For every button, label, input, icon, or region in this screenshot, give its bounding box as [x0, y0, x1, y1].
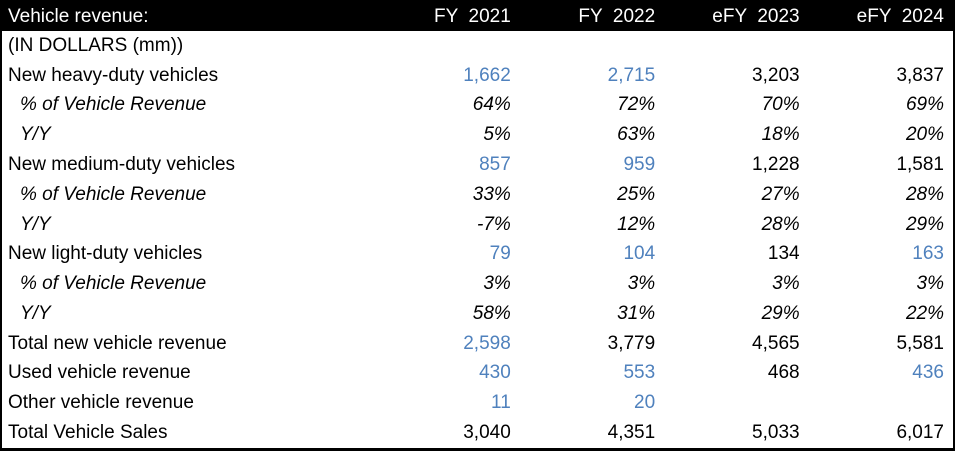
table-row: Y/Y 58% 31% 29% 22%: [2, 299, 953, 329]
table-row: Y/Y 5% 63% 18% 20%: [2, 120, 953, 150]
table-row: New medium-duty vehicles 857 959 1,228 1,581: [2, 150, 953, 180]
cell-value[interactable]: 1,662: [463, 64, 511, 86]
cell-value[interactable]: 64%: [472, 94, 511, 116]
cell-value[interactable]: 6,017: [896, 422, 944, 444]
row-label[interactable]: Total new vehicle revenue: [8, 332, 227, 354]
cell-value[interactable]: 553: [623, 362, 656, 384]
cell-value[interactable]: 27%: [761, 183, 800, 205]
row-label[interactable]: Y/Y: [20, 213, 51, 235]
cell-value[interactable]: 72%: [617, 94, 656, 116]
cell-value[interactable]: 12%: [617, 213, 656, 235]
column-header-efy2023[interactable]: eFY 2023: [712, 5, 800, 27]
table-row: % of Vehicle Revenue 33% 25% 27% 28%: [2, 180, 953, 210]
cell-value[interactable]: 3,203: [752, 64, 800, 86]
cell-value[interactable]: 79: [489, 243, 511, 265]
cell-value[interactable]: 5%: [483, 124, 511, 146]
cell-value[interactable]: 20%: [905, 124, 944, 146]
cell-value[interactable]: 3%: [916, 273, 944, 295]
cell-value[interactable]: 163: [912, 243, 944, 265]
row-label[interactable]: % of Vehicle Revenue: [20, 183, 207, 205]
table-header-row: Vehicle revenue: FY 2021 FY 2022 eFY 202…: [2, 2, 953, 31]
column-header-fy2022[interactable]: FY 2022: [578, 5, 656, 27]
cell-value[interactable]: 3%: [627, 273, 656, 295]
cell-value[interactable]: 70%: [761, 94, 800, 116]
row-label[interactable]: Total Vehicle Sales: [8, 422, 168, 444]
cell-value[interactable]: 5,033: [752, 422, 800, 444]
cell-value[interactable]: 430: [479, 362, 511, 384]
cell-value[interactable]: 3%: [772, 273, 800, 295]
cell-value[interactable]: 58%: [472, 302, 511, 324]
cell-value[interactable]: 4,351: [607, 422, 656, 444]
table-row: % of Vehicle Revenue 3% 3% 3% 3%: [2, 269, 953, 299]
cell-value[interactable]: 468: [767, 362, 800, 384]
row-label[interactable]: (IN DOLLARS (mm)): [8, 34, 184, 56]
cell-value[interactable]: 29%: [761, 302, 800, 324]
cell-value[interactable]: 22%: [905, 302, 944, 324]
row-label[interactable]: New light-duty vehicles: [8, 243, 203, 265]
row-label[interactable]: Y/Y: [20, 302, 51, 324]
cell-value[interactable]: 18%: [761, 124, 800, 146]
cell-value[interactable]: 25%: [617, 183, 656, 205]
row-label[interactable]: % of Vehicle Revenue: [20, 94, 207, 116]
cell-value[interactable]: 33%: [472, 183, 511, 205]
column-header-fy2021[interactable]: FY 2021: [434, 5, 511, 27]
row-label[interactable]: New medium-duty vehicles: [8, 154, 236, 176]
row-label[interactable]: % of Vehicle Revenue: [20, 273, 207, 295]
row-label[interactable]: Used vehicle revenue: [8, 362, 191, 384]
cell-value[interactable]: 1,228: [752, 154, 800, 176]
cell-value[interactable]: 857: [479, 154, 511, 176]
table-row: New light-duty vehicles 79 104 134 163: [2, 239, 953, 269]
cell-value[interactable]: 3,040: [463, 422, 511, 444]
cell-value[interactable]: 436: [912, 362, 944, 384]
table-row: % of Vehicle Revenue 64% 72% 70% 69%: [2, 91, 953, 121]
cell-value[interactable]: 63%: [617, 124, 656, 146]
cell-value[interactable]: 28%: [761, 213, 800, 235]
cell-value[interactable]: 11: [491, 392, 511, 414]
row-label[interactable]: New heavy-duty vehicles: [8, 64, 219, 86]
table-title[interactable]: Vehicle revenue:: [8, 5, 149, 27]
cell-value[interactable]: 959: [623, 154, 656, 176]
table-row: New heavy-duty vehicles 1,662 2,715 3,203 3,…: [2, 61, 953, 91]
cell-value[interactable]: 3%: [483, 273, 511, 295]
table-body: (IN DOLLARS (mm)) New heavy-duty vehicles…: [2, 31, 953, 448]
cell-value[interactable]: 2,598: [463, 332, 511, 354]
column-header-efy2024[interactable]: eFY 2024: [856, 5, 944, 27]
cell-value[interactable]: 31%: [617, 302, 656, 324]
cell-value[interactable]: 5,581: [896, 332, 944, 354]
cell-value[interactable]: 3,837: [896, 64, 944, 86]
table-row: Total Vehicle Sales 3,040 4,351 5,033 6,017: [2, 418, 953, 448]
table-row: (IN DOLLARS (mm)): [2, 31, 953, 61]
row-label[interactable]: Y/Y: [20, 124, 51, 146]
cell-value[interactable]: 134: [767, 243, 800, 265]
table-row: Y/Y -7% 12% 28% 29%: [2, 210, 953, 240]
cell-value[interactable]: 29%: [905, 213, 944, 235]
cell-value[interactable]: 1,581: [896, 154, 944, 176]
cell-value[interactable]: 20: [634, 392, 656, 414]
cell-value[interactable]: -7%: [477, 213, 511, 235]
table-row: Used vehicle revenue 430 553 468 436: [2, 359, 953, 389]
table-row: Total new vehicle revenue 2,598 3,779 4,565…: [2, 329, 953, 359]
cell-value[interactable]: 28%: [905, 183, 944, 205]
row-label[interactable]: Other vehicle revenue: [8, 392, 194, 414]
cell-value[interactable]: 4,565: [752, 332, 800, 354]
cell-value[interactable]: 2,715: [607, 64, 656, 86]
cell-value[interactable]: 104: [623, 243, 656, 265]
cell-value[interactable]: 3,779: [607, 332, 656, 354]
table-row: Other vehicle revenue 11 20: [2, 388, 953, 418]
cell-value[interactable]: 69%: [905, 94, 944, 116]
